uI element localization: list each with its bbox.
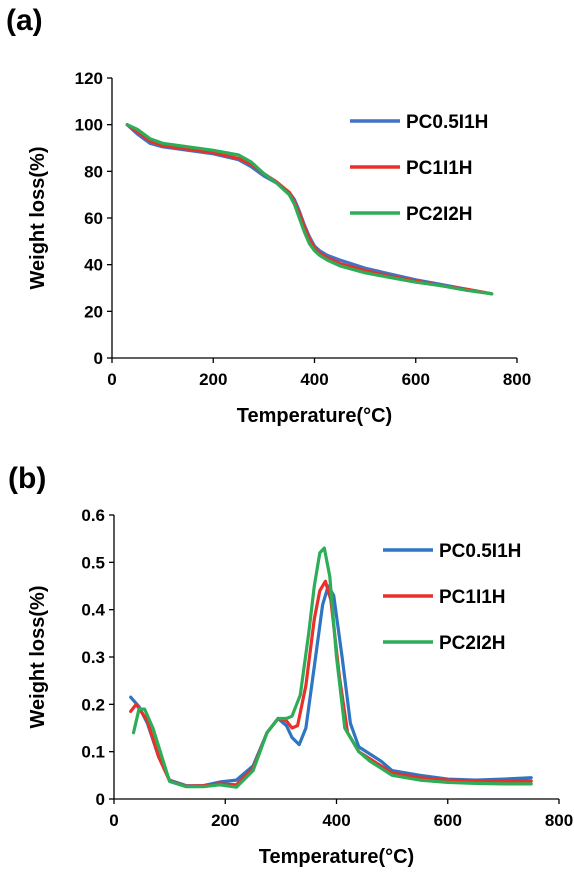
y-tick-label: 0.1 <box>81 743 105 762</box>
x-tick-label: 800 <box>545 811 573 830</box>
y-tick-label: 100 <box>75 116 103 135</box>
y-tick-label: 20 <box>84 302 103 321</box>
x-tick-label: 200 <box>199 370 227 389</box>
y-axis-title: Weight loss(%) <box>27 147 49 290</box>
y-tick-label: 60 <box>84 209 103 228</box>
legend-label-PC1I1H: PC1I1H <box>406 158 473 179</box>
x-axis-title: Temperature(°C) <box>237 405 392 427</box>
y-axis-title: Weight loss(%) <box>27 586 49 729</box>
y-tick-label: 0 <box>94 349 103 368</box>
legend-label-PC2I2H: PC2I2H <box>406 204 473 225</box>
y-tick-label: 120 <box>75 69 103 88</box>
y-tick-label: 40 <box>84 256 103 275</box>
x-tick-label: 400 <box>300 370 328 389</box>
panel-label-b: (b) <box>8 462 47 495</box>
y-tick-label: 0.5 <box>81 553 105 572</box>
series-line-PC2I2H <box>125 123 494 296</box>
series-line-PC2I2H <box>131 546 533 789</box>
panel-label-a: (a) <box>6 4 43 37</box>
y-tick-label: 0 <box>96 790 105 809</box>
chart-a: 0 20 40 60 80 100 120 0 200 400 600 800 Temperature(… <box>27 69 531 427</box>
series-line-PC0.5I1H <box>129 584 533 788</box>
legend-label-PC1I1H: PC1I1H <box>439 587 506 608</box>
x-tick-label: 600 <box>402 370 430 389</box>
legend-label-PC0.5I1H: PC0.5I1H <box>439 541 521 562</box>
y-tick-label: 0.3 <box>81 648 105 667</box>
y-tick-label: 80 <box>84 162 103 181</box>
x-tick-label: 0 <box>107 370 116 389</box>
x-tick-label: 800 <box>503 370 531 389</box>
x-tick-label: 0 <box>109 811 118 830</box>
x-tick-label: 200 <box>211 811 239 830</box>
y-tick-label: 0.6 <box>81 506 105 525</box>
legend-label-PC2I2H: PC2I2H <box>439 633 506 654</box>
y-tick-label: 0.4 <box>81 601 105 620</box>
x-axis-title: Temperature(°C) <box>259 846 414 868</box>
legend-label-PC0.5I1H: PC0.5I1H <box>406 112 488 133</box>
x-tick-label: 600 <box>434 811 462 830</box>
series-line-PC1I1H <box>129 579 533 788</box>
x-tick-label: 400 <box>322 811 350 830</box>
y-tick-label: 0.2 <box>81 695 105 714</box>
